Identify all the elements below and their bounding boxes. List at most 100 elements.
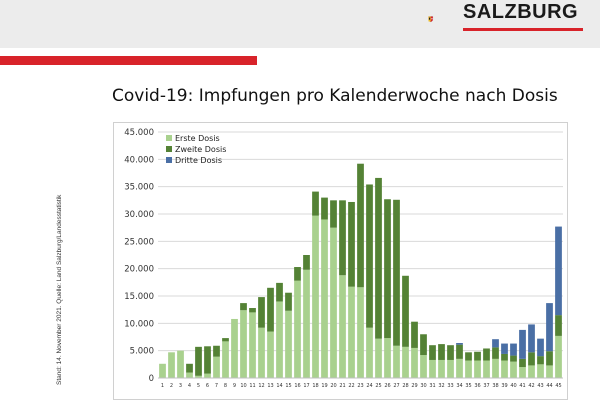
- x-tick-label: 44: [546, 383, 552, 389]
- x-tick-label: 45: [555, 383, 561, 389]
- bar-segment: [303, 269, 310, 378]
- bar-segment: [267, 331, 274, 378]
- bar-segment: [357, 287, 364, 378]
- bar-segment: [429, 345, 436, 360]
- bar-segment: [411, 347, 418, 378]
- bar-segment: [222, 341, 229, 378]
- bar-segment: [285, 310, 292, 378]
- bar-segment: [375, 338, 382, 378]
- bar-segment: [294, 267, 301, 281]
- bars: [159, 163, 562, 378]
- vaccination-chart: 0 5.000 10.000 15.000 20.000 25.000 30.000 35.0…: [113, 122, 568, 400]
- bar-segment: [348, 286, 355, 378]
- y-tick-label: 40.000: [124, 155, 154, 165]
- bar-segment: [501, 353, 508, 361]
- legend-swatch: [166, 135, 172, 141]
- legend: Erste Dosis Zweite Dosis Dritte Dosis: [166, 134, 226, 165]
- x-tick-label: 38: [492, 383, 498, 389]
- bar-segment: [447, 345, 454, 360]
- x-tick-label: 11: [249, 383, 255, 389]
- x-tick-label: 22: [348, 383, 354, 389]
- x-tick-label: 31: [429, 383, 435, 389]
- x-tick-label: 4: [188, 383, 191, 389]
- x-tick-label: 34: [456, 383, 462, 389]
- x-tick-label: 35: [465, 383, 471, 389]
- bar-segment: [438, 344, 445, 360]
- bar-segment: [258, 327, 265, 378]
- x-tick-label: 39: [501, 383, 507, 389]
- bar-segment: [528, 324, 535, 353]
- bar-segment: [195, 346, 202, 376]
- y-tick-label: 5.000: [130, 347, 154, 357]
- bar-segment: [393, 199, 400, 346]
- bar-segment: [528, 352, 535, 366]
- bar-segment: [204, 373, 211, 378]
- bar-segment: [303, 255, 310, 270]
- bar-segment: [555, 315, 562, 336]
- x-tick-label: 12: [258, 383, 264, 389]
- x-axis: 1 2 3 4 5 6 7 8 9 10 11 12 13 14 15 16 17 18 19 20 21 22 23 24 2…: [158, 377, 563, 389]
- x-tick-label: 16: [294, 383, 300, 389]
- bar-segment: [366, 184, 373, 328]
- bar-segment: [330, 227, 337, 378]
- bar-segment: [492, 347, 499, 359]
- bar-segment: [402, 346, 409, 378]
- logo-underline: [463, 28, 583, 31]
- x-tick-label: 25: [375, 383, 381, 389]
- x-tick-label: 8: [224, 383, 227, 389]
- bar-segment: [474, 360, 481, 378]
- bar-segment: [465, 352, 472, 361]
- bar-segment: [537, 356, 544, 365]
- x-tick-label: 9: [233, 383, 236, 389]
- bar-segment: [456, 344, 463, 359]
- x-tick-label: 17: [303, 383, 309, 389]
- bar-segment: [231, 318, 238, 378]
- bar-segment: [474, 351, 481, 361]
- bar-segment: [501, 360, 508, 378]
- x-tick-label: 33: [447, 383, 453, 389]
- x-tick-label: 37: [483, 383, 489, 389]
- bar-segment: [447, 359, 454, 378]
- bar-segment: [519, 367, 526, 378]
- x-tick-label: 30: [420, 383, 426, 389]
- x-tick-label: 24: [366, 383, 372, 389]
- bar-segment: [411, 321, 418, 348]
- x-tick-label: 21: [339, 383, 345, 389]
- bar-segment: [456, 358, 463, 378]
- red-accent-bar: [0, 56, 257, 65]
- bar-segment: [465, 360, 472, 378]
- bar-segment: [222, 338, 229, 342]
- bar-segment: [312, 215, 319, 378]
- bar-segment: [276, 301, 283, 378]
- chart-title: Covid-19: Impfungen pro Kalenderwoche na…: [112, 86, 558, 106]
- bar-segment: [456, 343, 463, 345]
- x-tick-label: 13: [267, 383, 273, 389]
- bar-segment: [249, 312, 256, 378]
- bar-segment: [555, 335, 562, 378]
- bar-segment: [321, 219, 328, 378]
- x-tick-label: 43: [537, 383, 543, 389]
- x-tick-label: 1: [161, 383, 164, 389]
- x-tick-label: 40: [510, 383, 516, 389]
- bar-segment: [267, 287, 274, 332]
- y-axis: 0 5.000 10.000 15.000 20.000 25.000 30.000 35.0…: [124, 128, 154, 384]
- x-tick-label: 36: [474, 383, 480, 389]
- bar-segment: [258, 297, 265, 328]
- bar-segment: [384, 199, 391, 339]
- x-tick-label: 18: [312, 383, 318, 389]
- bar-segment: [339, 275, 346, 378]
- bar-segment: [195, 375, 202, 378]
- x-tick-label: 29: [411, 383, 417, 389]
- legend-label: Zweite Dosis: [175, 145, 226, 154]
- bar-segment: [501, 343, 508, 354]
- legend-label: Erste Dosis: [175, 134, 220, 143]
- y-tick-label: 35.000: [124, 183, 154, 193]
- x-tick-label: 26: [384, 383, 390, 389]
- y-tick-label: 0: [149, 374, 154, 384]
- bar-segment: [420, 334, 427, 356]
- bar-segment: [213, 345, 220, 357]
- bar-segment: [159, 363, 166, 378]
- bar-segment: [546, 351, 553, 366]
- bar-segment: [510, 355, 517, 362]
- bar-segment: [492, 358, 499, 378]
